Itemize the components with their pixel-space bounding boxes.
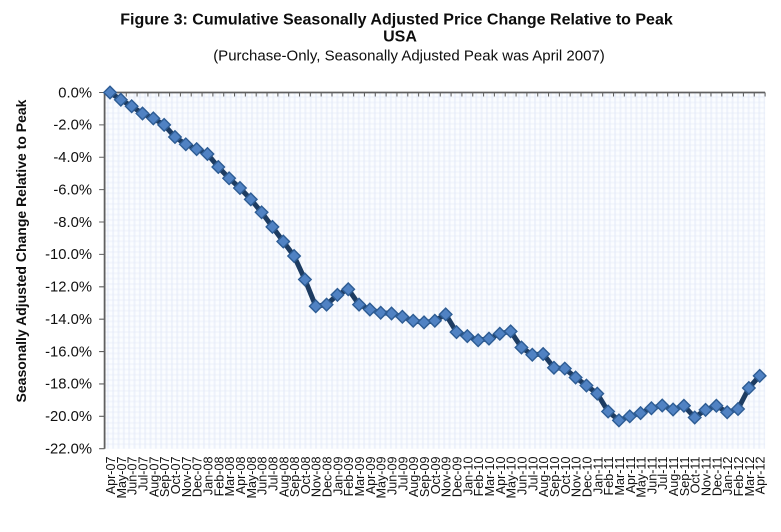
svg-text:Apr-07: Apr-07	[104, 457, 118, 495]
svg-text:-4.0%: -4.0%	[53, 150, 92, 166]
svg-text:Jun-11: Jun-11	[645, 457, 659, 495]
svg-text:Feb-09: Feb-09	[342, 457, 356, 497]
svg-text:-18.0%: -18.0%	[45, 377, 92, 393]
svg-text:-16.0%: -16.0%	[45, 344, 92, 360]
svg-text:Oct-08: Oct-08	[299, 457, 313, 495]
svg-text:Apr-08: Apr-08	[234, 457, 248, 495]
svg-text:Mar-08: Mar-08	[223, 457, 237, 497]
svg-text:-22.0%: -22.0%	[45, 442, 92, 458]
svg-text:Aug-11: Aug-11	[667, 457, 681, 497]
svg-text:Dec-10: Dec-10	[580, 457, 594, 498]
svg-text:Dec-11: Dec-11	[710, 457, 724, 497]
svg-text:Jun-08: Jun-08	[256, 457, 270, 496]
svg-text:Sep-11: Sep-11	[678, 457, 692, 497]
svg-text:-8.0%: -8.0%	[53, 215, 92, 231]
svg-text:Dec-08: Dec-08	[321, 457, 335, 498]
svg-text:Feb-08: Feb-08	[212, 457, 226, 497]
svg-text:-6.0%: -6.0%	[53, 182, 92, 198]
svg-text:-2.0%: -2.0%	[53, 118, 92, 134]
svg-text:Jun-10: Jun-10	[515, 457, 529, 496]
svg-text:Jul-09: Jul-09	[396, 457, 410, 491]
svg-text:May-11: May-11	[635, 457, 649, 498]
svg-text:Jul-08: Jul-08	[266, 457, 280, 491]
svg-text:Nov-07: Nov-07	[180, 457, 194, 498]
svg-text:Nov-10: Nov-10	[570, 457, 584, 498]
svg-text:Nov-11: Nov-11	[700, 457, 714, 497]
svg-text:Feb-11: Feb-11	[602, 457, 616, 496]
svg-text:Dec-07: Dec-07	[191, 457, 205, 498]
svg-text:Mar-09: Mar-09	[353, 457, 367, 497]
svg-text:Jan-08: Jan-08	[201, 457, 215, 496]
svg-text:Jan-10: Jan-10	[461, 457, 475, 496]
svg-text:-20.0%: -20.0%	[45, 409, 92, 425]
svg-text:Sep-08: Sep-08	[288, 457, 302, 498]
svg-text:Jan-12: Jan-12	[721, 457, 735, 496]
svg-text:-12.0%: -12.0%	[45, 280, 92, 296]
svg-text:Jul-11: Jul-11	[656, 457, 670, 490]
svg-text:Jan-11: Jan-11	[591, 457, 605, 495]
svg-text:Feb-12: Feb-12	[732, 457, 746, 497]
svg-text:Jan-09: Jan-09	[331, 457, 345, 496]
svg-text:Oct-10: Oct-10	[559, 457, 573, 495]
svg-text:Seasonally Adjusted Change Rel: Seasonally Adjusted Change Relative to P…	[13, 99, 29, 402]
svg-text:USA: USA	[383, 29, 417, 46]
svg-text:Aug-10: Aug-10	[537, 457, 551, 498]
svg-text:Aug-08: Aug-08	[277, 457, 291, 498]
svg-text:(Purchase-Only, Seasonally Adj: (Purchase-Only, Seasonally Adjusted Peak…	[213, 48, 605, 65]
svg-text:-14.0%: -14.0%	[45, 312, 92, 328]
svg-text:Mar-12: Mar-12	[743, 457, 757, 497]
svg-text:Nov-09: Nov-09	[440, 457, 454, 498]
svg-text:May-07: May-07	[115, 457, 129, 499]
svg-text:-10.0%: -10.0%	[45, 247, 92, 263]
svg-text:Oct-07: Oct-07	[169, 457, 183, 495]
svg-text:Jun-09: Jun-09	[386, 457, 400, 496]
svg-text:Oct-11: Oct-11	[689, 457, 703, 494]
svg-text:Sep-09: Sep-09	[418, 457, 432, 498]
svg-text:Aug-09: Aug-09	[407, 457, 421, 498]
svg-text:Sep-10: Sep-10	[548, 457, 562, 498]
svg-text:Dec-09: Dec-09	[451, 457, 465, 498]
svg-text:May-09: May-09	[375, 457, 389, 499]
svg-text:Jul-07: Jul-07	[137, 457, 151, 491]
svg-text:Sep-07: Sep-07	[158, 457, 172, 498]
svg-text:Jul-10: Jul-10	[526, 457, 540, 491]
svg-text:Oct-09: Oct-09	[429, 457, 443, 495]
svg-text:Mar-10: Mar-10	[483, 457, 497, 497]
svg-text:Apr-12: Apr-12	[754, 457, 768, 495]
svg-text:May-08: May-08	[245, 457, 259, 499]
svg-text:Figure 3: Cumulative Seasonall: Figure 3: Cumulative Seasonally Adjusted…	[120, 12, 673, 29]
svg-text:Aug-07: Aug-07	[147, 457, 161, 498]
svg-text:Apr-10: Apr-10	[494, 457, 508, 495]
svg-text:Apr-11: Apr-11	[624, 457, 638, 494]
svg-text:May-10: May-10	[505, 457, 519, 499]
svg-text:Mar-11: Mar-11	[613, 457, 627, 496]
svg-text:Jun-07: Jun-07	[126, 457, 140, 496]
svg-text:Feb-10: Feb-10	[472, 457, 486, 497]
svg-text:Nov-08: Nov-08	[310, 457, 324, 498]
svg-text:0.0%: 0.0%	[58, 85, 92, 101]
svg-text:Apr-09: Apr-09	[364, 457, 378, 495]
